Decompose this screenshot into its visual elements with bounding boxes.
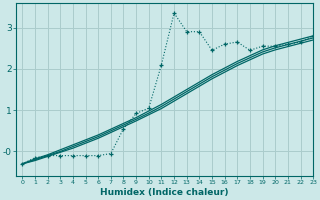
X-axis label: Humidex (Indice chaleur): Humidex (Indice chaleur) xyxy=(100,188,229,197)
